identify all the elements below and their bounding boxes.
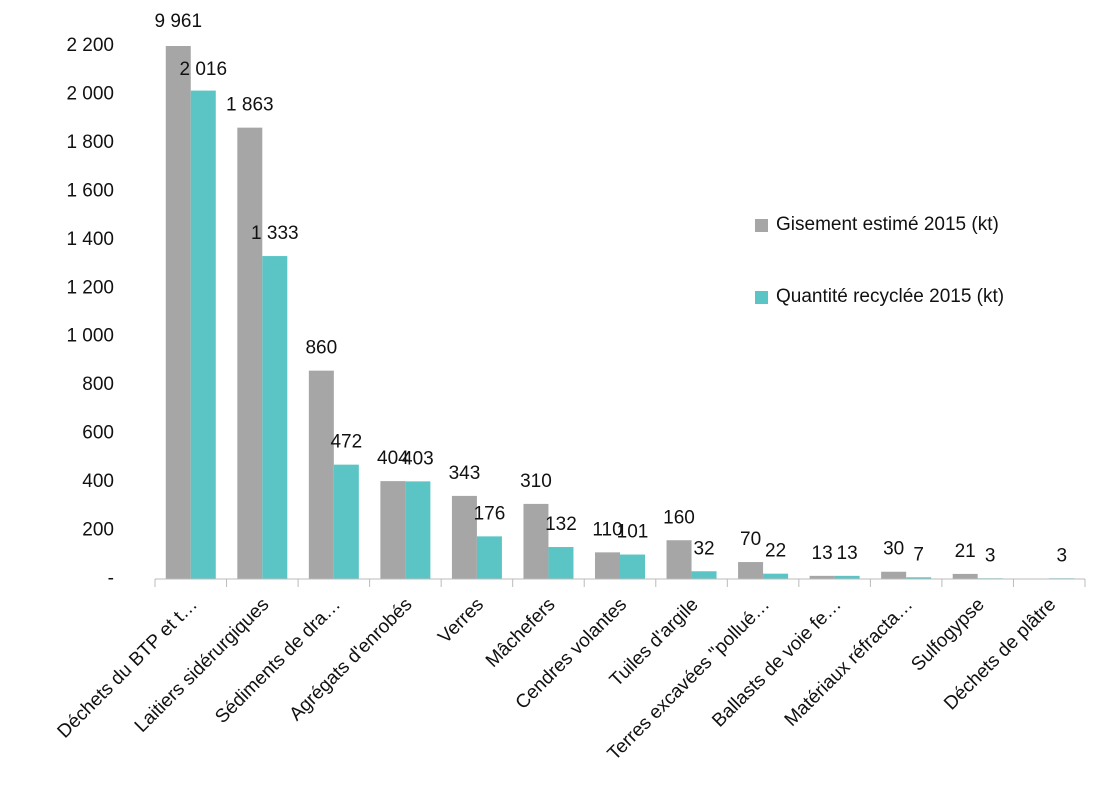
- bar: [834, 575, 860, 579]
- value-label: 2 016: [179, 59, 227, 80]
- bar: [691, 571, 717, 579]
- value-label: 1 333: [251, 223, 299, 244]
- y-tick-label: 200: [82, 520, 114, 541]
- legend-swatch: [755, 219, 768, 232]
- bar: [190, 90, 216, 579]
- y-tick-label: 1 600: [66, 180, 114, 201]
- x-tick-label: Verres: [434, 594, 488, 648]
- value-label: 30: [883, 539, 904, 560]
- bar: [165, 46, 191, 579]
- value-label: 13: [837, 543, 858, 564]
- legend-label: Gisement estimé 2015 (kt): [776, 214, 999, 235]
- bar: [476, 536, 502, 579]
- value-label: 3: [1056, 545, 1067, 566]
- bar: [763, 573, 789, 579]
- value-label: 860: [305, 338, 337, 359]
- x-tick-label: Matériaux réfracta…: [781, 594, 918, 731]
- bar: [308, 370, 334, 579]
- value-label: 21: [955, 541, 976, 562]
- value-label: 101: [617, 522, 649, 543]
- bar: [523, 503, 549, 579]
- y-tick-label: -: [108, 568, 114, 589]
- x-tick-label: Laitiers sidérurgiques: [131, 594, 274, 737]
- bar: [881, 571, 907, 579]
- value-label: 403: [402, 448, 434, 469]
- y-tick-label: 1 000: [66, 326, 114, 347]
- bar: [451, 495, 477, 579]
- value-label: 176: [474, 503, 506, 524]
- y-tick-label: 2 200: [66, 35, 114, 56]
- bar: [906, 577, 932, 579]
- value-label: 404: [377, 448, 409, 469]
- value-label: 22: [765, 541, 786, 562]
- y-tick-label: 1 800: [66, 132, 114, 153]
- bar: [620, 554, 645, 579]
- legend-item: Gisement estimé 2015 (kt): [755, 212, 1045, 238]
- x-tick-label: Mâchefers: [482, 594, 560, 672]
- bar: [262, 256, 288, 579]
- x-tick-label: Sédiments de dra…: [211, 594, 345, 728]
- bar: [548, 547, 574, 579]
- value-label: 110: [592, 519, 622, 540]
- value-label: 343: [449, 463, 481, 484]
- y-tick-label: 2 000: [66, 83, 114, 104]
- value-label: 132: [545, 514, 577, 535]
- value-label: 13: [812, 543, 833, 564]
- bar: [595, 552, 620, 579]
- bar: [237, 127, 263, 580]
- legend-label: Quantité recyclée 2015 (kt): [776, 286, 1005, 307]
- y-tick-label: 800: [82, 374, 114, 395]
- bar: [738, 562, 764, 579]
- x-tick-label: Déchets du BTP et t…: [54, 594, 202, 742]
- y-tick-label: 1 400: [66, 229, 114, 250]
- value-label: 7: [913, 544, 924, 565]
- bar: [809, 575, 835, 579]
- bar: [405, 481, 431, 579]
- value-label: 1 863: [226, 95, 274, 116]
- bar: [952, 573, 978, 579]
- value-label: 472: [330, 432, 362, 453]
- bar: [666, 540, 692, 579]
- legend-swatch: [755, 291, 768, 304]
- x-tick-label: Agrégats d'enrobés: [286, 594, 417, 725]
- x-tick-label: Ballasts de voie fe…: [708, 594, 845, 731]
- value-label: 32: [693, 538, 714, 559]
- value-label: 70: [740, 529, 761, 550]
- y-tick-label: 600: [82, 423, 114, 444]
- y-tick-label: 1 200: [66, 277, 114, 298]
- value-label: 9 961: [154, 11, 202, 32]
- bars: [165, 46, 1075, 580]
- bar: [380, 481, 406, 579]
- value-label: 310: [520, 471, 552, 492]
- value-label: 160: [663, 507, 695, 528]
- legend-item: Quantité recyclée 2015 (kt): [755, 284, 1045, 310]
- value-label: 3: [985, 545, 996, 566]
- y-tick-label: 400: [82, 471, 114, 492]
- bar: [333, 464, 359, 579]
